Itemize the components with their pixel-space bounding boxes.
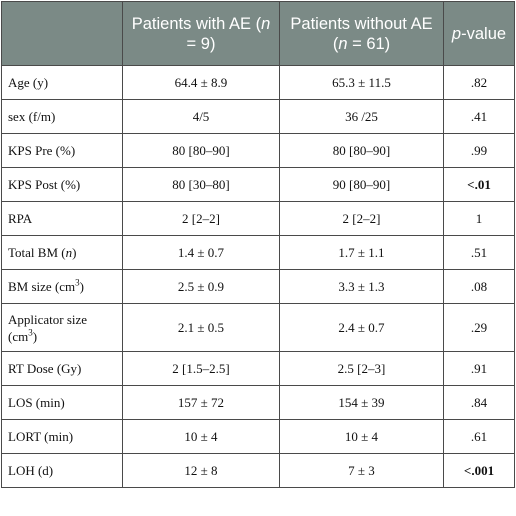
table-row: BM size (cm3) 2.5 ± 0.9 3.3 ± 1.3 .08 bbox=[1, 269, 515, 304]
cell-with-ae: 64.4 ± 8.9 bbox=[122, 65, 280, 100]
cell-p-value: <.01 bbox=[443, 167, 515, 202]
cell-p-value: .41 bbox=[443, 99, 515, 134]
cell-with-ae: 12 ± 8 bbox=[122, 453, 280, 488]
cell-without-ae: 3.3 ± 1.3 bbox=[279, 269, 444, 304]
cell-p-value: .29 bbox=[443, 303, 515, 352]
cell-with-ae: 80 [30–80] bbox=[122, 167, 280, 202]
cell-without-ae: 2 [2–2] bbox=[279, 201, 444, 236]
row-label: RPA bbox=[1, 201, 123, 236]
header-without-ae: Patients without AE (n = 61) bbox=[279, 1, 444, 66]
cell-p-value: .99 bbox=[443, 133, 515, 168]
row-label: BM size (cm3) bbox=[1, 269, 123, 304]
table-row: Total BM (n) 1.4 ± 0.7 1.7 ± 1.1 .51 bbox=[1, 235, 515, 270]
header-empty bbox=[1, 1, 123, 66]
table-row: LOS (min) 157 ± 72 154 ± 39 .84 bbox=[1, 385, 515, 420]
cell-without-ae: 80 [80–90] bbox=[279, 133, 444, 168]
row-label: Age (y) bbox=[1, 65, 123, 100]
cell-with-ae: 2 [2–2] bbox=[122, 201, 280, 236]
row-label: LOH (d) bbox=[1, 453, 123, 488]
cell-p-value: .08 bbox=[443, 269, 515, 304]
cell-with-ae: 2.1 ± 0.5 bbox=[122, 303, 280, 352]
cell-with-ae: 157 ± 72 bbox=[122, 385, 280, 420]
table-row: RPA 2 [2–2] 2 [2–2] 1 bbox=[1, 201, 515, 236]
cell-p-value: <.001 bbox=[443, 453, 515, 488]
cell-with-ae: 4/5 bbox=[122, 99, 280, 134]
table-row: Age (y) 64.4 ± 8.9 65.3 ± 11.5 .82 bbox=[1, 65, 515, 100]
cell-p-value: .51 bbox=[443, 235, 515, 270]
cell-with-ae: 2 [1.5–2.5] bbox=[122, 351, 280, 386]
row-label: KPS Post (%) bbox=[1, 167, 123, 202]
cell-without-ae: 2.4 ± 0.7 bbox=[279, 303, 444, 352]
table-row: KPS Pre (%) 80 [80–90] 80 [80–90] .99 bbox=[1, 133, 515, 168]
cell-with-ae: 1.4 ± 0.7 bbox=[122, 235, 280, 270]
table-row: Applicator size (cm3) 2.1 ± 0.5 2.4 ± 0.… bbox=[1, 303, 515, 352]
cell-without-ae: 10 ± 4 bbox=[279, 419, 444, 454]
cell-with-ae: 80 [80–90] bbox=[122, 133, 280, 168]
row-label: LOS (min) bbox=[1, 385, 123, 420]
cell-without-ae: 154 ± 39 bbox=[279, 385, 444, 420]
header-p-value: p-value bbox=[443, 1, 515, 66]
table-row: sex (f/m) 4/5 36 /25 .41 bbox=[1, 99, 515, 134]
row-label: LORT (min) bbox=[1, 419, 123, 454]
row-label: Applicator size (cm3) bbox=[1, 303, 123, 352]
cell-p-value: .82 bbox=[443, 65, 515, 100]
table-row: LORT (min) 10 ± 4 10 ± 4 .61 bbox=[1, 419, 515, 454]
cell-p-value: .61 bbox=[443, 419, 515, 454]
cell-without-ae: 1.7 ± 1.1 bbox=[279, 235, 444, 270]
cell-p-value: .91 bbox=[443, 351, 515, 386]
cell-without-ae: 90 [80–90] bbox=[279, 167, 444, 202]
cell-without-ae: 2.5 [2–3] bbox=[279, 351, 444, 386]
header-row: Patients with AE (n = 9) Patients withou… bbox=[1, 1, 515, 66]
table-row: KPS Post (%) 80 [30–80] 90 [80–90] <.01 bbox=[1, 167, 515, 202]
row-label: KPS Pre (%) bbox=[1, 133, 123, 168]
cell-without-ae: 36 /25 bbox=[279, 99, 444, 134]
row-label: RT Dose (Gy) bbox=[1, 351, 123, 386]
row-label: Total BM (n) bbox=[1, 235, 123, 270]
table-row: LOH (d) 12 ± 8 7 ± 3 <.001 bbox=[1, 453, 515, 488]
cell-without-ae: 7 ± 3 bbox=[279, 453, 444, 488]
cell-with-ae: 10 ± 4 bbox=[122, 419, 280, 454]
row-label: sex (f/m) bbox=[1, 99, 123, 134]
cell-without-ae: 65.3 ± 11.5 bbox=[279, 65, 444, 100]
table-row: RT Dose (Gy) 2 [1.5–2.5] 2.5 [2–3] .91 bbox=[1, 351, 515, 386]
cell-p-value: 1 bbox=[443, 201, 515, 236]
cell-p-value: .84 bbox=[443, 385, 515, 420]
comparison-table: Patients with AE (n = 9) Patients withou… bbox=[1, 1, 515, 488]
cell-with-ae: 2.5 ± 0.9 bbox=[122, 269, 280, 304]
header-with-ae: Patients with AE (n = 9) bbox=[122, 1, 280, 66]
